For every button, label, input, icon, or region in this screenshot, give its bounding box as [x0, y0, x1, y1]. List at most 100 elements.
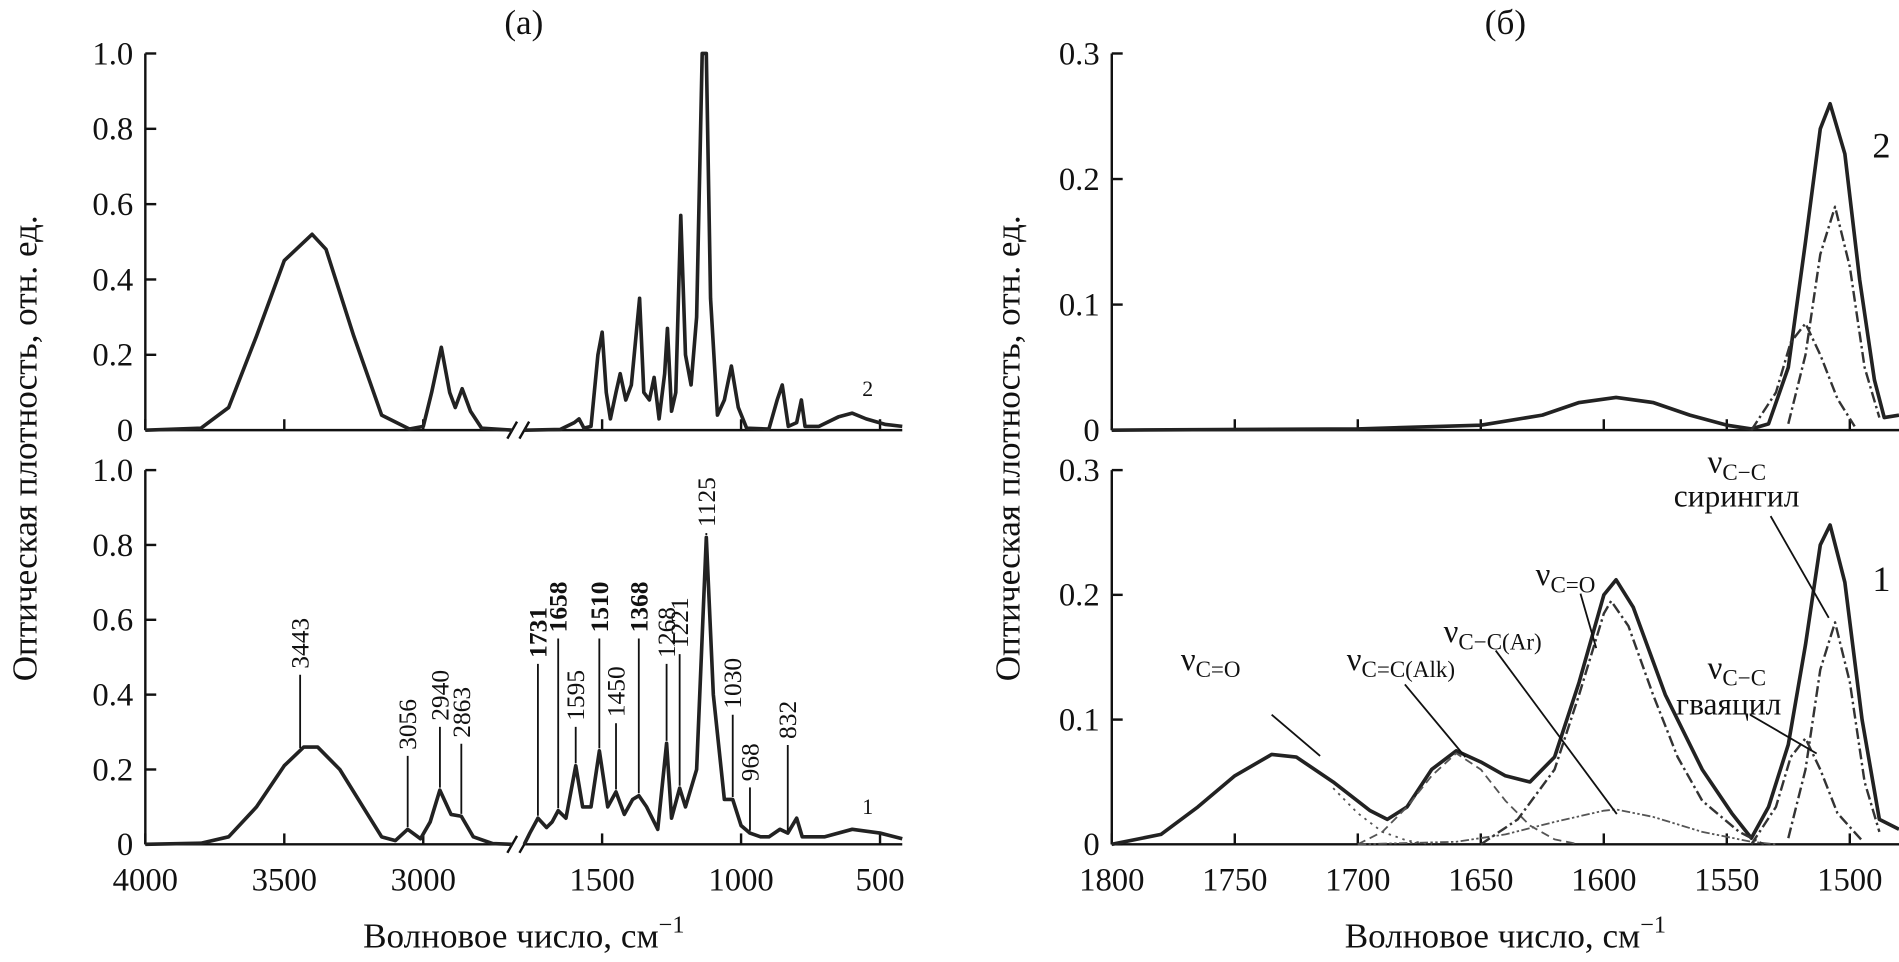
x-tick-label: 1500 — [1817, 862, 1882, 898]
peak-label: 1731 — [523, 607, 552, 658]
y-tick-label: 0.6 — [92, 187, 133, 223]
axis-break — [506, 421, 519, 440]
peak-label: 2863 — [447, 687, 476, 738]
peak-label: 832 — [773, 701, 802, 739]
y-tick-label: 0.2 — [92, 752, 133, 788]
spectrum-line — [1357, 808, 1777, 846]
x-tick-label: 1750 — [1202, 862, 1267, 898]
band-label: νC=C(Alk) — [1347, 642, 1455, 682]
leader-line — [1769, 515, 1830, 619]
x-tick-label: 3000 — [391, 862, 456, 898]
band-subscript: C=O — [1196, 656, 1241, 682]
band-label: νC−C — [1708, 445, 1766, 485]
band-label: νC−C — [1708, 650, 1766, 690]
peak-label: 1368 — [624, 582, 653, 633]
panel-title: (a) — [504, 3, 543, 42]
band-symbol: ν — [1536, 557, 1551, 593]
y-axis-label: Оптическая плотность, отн. ед. — [5, 215, 44, 681]
peak-label: 1030 — [718, 658, 747, 709]
leader-line — [1749, 713, 1818, 755]
leader-line — [1494, 650, 1618, 815]
peak-label: 1510 — [585, 582, 614, 633]
x-axis-label-unit: −1 — [659, 912, 685, 939]
peak-label: 1221 — [665, 597, 694, 648]
spectrum-line — [145, 745, 513, 847]
band-subscript: C=C(Alk) — [1362, 656, 1455, 682]
y-tick-label: 1.0 — [92, 453, 133, 489]
peak-label: 968 — [735, 743, 764, 781]
x-tick-label: 500 — [856, 862, 905, 898]
curve-label: 2 — [1872, 126, 1890, 166]
band-subscript: C−C(Ar) — [1458, 628, 1541, 654]
band-label: νC=O — [1181, 642, 1241, 682]
y-tick-label: 0 — [117, 827, 133, 863]
band-label: νC−C(Ar) — [1444, 614, 1542, 654]
y-tick-label: 0.8 — [92, 528, 133, 564]
y-tick-label: 0.2 — [1059, 578, 1100, 614]
x-axis-label-text: Волновое число, см — [1345, 916, 1641, 955]
band-note: сирингил — [1674, 478, 1800, 513]
y-tick-label: 1.0 — [92, 36, 133, 72]
band-subscript: C=O — [1550, 571, 1595, 597]
curve-label: 1 — [1872, 559, 1890, 599]
spectrum-line — [1787, 621, 1881, 839]
spectrum-line — [1357, 752, 1580, 846]
spectrum-line — [1111, 101, 1899, 432]
band-note: гваяцил — [1676, 687, 1781, 722]
band-symbol: ν — [1181, 642, 1196, 678]
band-symbol: ν — [1347, 642, 1362, 678]
x-axis-label: Волновое число, см−1 — [363, 912, 684, 956]
y-tick-label: 0.1 — [1059, 287, 1100, 323]
peak-label: 3443 — [286, 618, 315, 669]
peak-label: 1268 — [652, 607, 681, 658]
y-tick-label: 0 — [1083, 413, 1099, 449]
x-tick-label: 4000 — [113, 862, 178, 898]
band-symbol: ν — [1708, 650, 1723, 686]
x-tick-label: 1650 — [1448, 862, 1513, 898]
band-subscript: C−C — [1722, 459, 1766, 485]
x-axis-label-unit: −1 — [1640, 912, 1666, 939]
leader-line — [1271, 714, 1321, 757]
leader-line — [1579, 593, 1598, 649]
x-tick-label: 1800 — [1079, 862, 1144, 898]
panel-title: (б) — [1485, 3, 1526, 42]
peak-label: 1450 — [601, 666, 630, 717]
x-tick-label: 1000 — [708, 862, 773, 898]
y-axis-label: Оптическая плотность, отн. ед. — [989, 215, 1028, 681]
y-tick-label: 0 — [117, 413, 133, 449]
y-tick-label: 0.3 — [1059, 453, 1100, 489]
peak-label: 1125 — [692, 477, 721, 527]
peak-label: 3056 — [393, 699, 422, 750]
spectrum-line — [1787, 205, 1881, 425]
x-axis-label: Волновое число, см−1 — [1345, 912, 1666, 956]
spectrum-line — [524, 51, 903, 432]
x-tick-label: 1600 — [1571, 862, 1636, 898]
y-tick-label: 0.8 — [92, 112, 133, 148]
y-tick-label: 0.1 — [1059, 702, 1100, 738]
curve-label: 2 — [862, 377, 873, 401]
x-tick-label: 3500 — [252, 862, 317, 898]
spectrum-line — [145, 232, 513, 432]
x-tick-label: 1550 — [1694, 862, 1759, 898]
band-symbol: ν — [1708, 445, 1723, 481]
curve-label: 1 — [862, 795, 873, 819]
y-tick-label: 0.6 — [92, 603, 133, 639]
y-tick-label: 0.2 — [1059, 162, 1100, 198]
spectrum-line — [522, 535, 903, 846]
x-axis-label-text: Волновое число, см — [363, 916, 659, 955]
x-tick-label: 1500 — [569, 862, 634, 898]
y-tick-label: 0.4 — [92, 262, 133, 298]
peak-label: 2940 — [425, 670, 454, 721]
y-tick-label: 0.2 — [92, 338, 133, 374]
band-label: νC=O — [1536, 557, 1596, 597]
spectrum-line — [1750, 737, 1863, 845]
y-tick-label: 0 — [1083, 827, 1099, 863]
y-tick-label: 0.3 — [1059, 36, 1100, 72]
y-tick-label: 0.4 — [92, 678, 133, 714]
leader-line — [1404, 683, 1467, 758]
spectrum-line — [1750, 322, 1856, 431]
peak-label: 1595 — [561, 670, 590, 721]
spectrum-line — [1111, 523, 1899, 847]
